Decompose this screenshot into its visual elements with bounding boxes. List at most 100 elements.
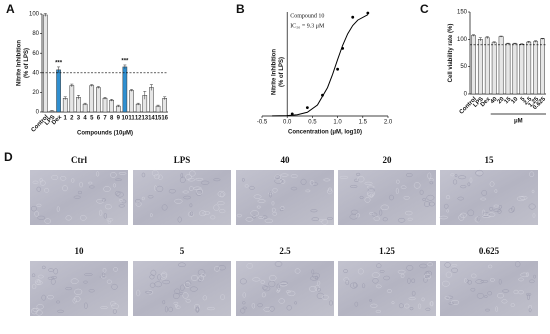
- cell: [84, 302, 88, 309]
- cell: [183, 195, 191, 200]
- cell: [34, 210, 39, 217]
- cell: [195, 177, 204, 181]
- cell: [411, 278, 416, 283]
- axis-title-line: (% of LPS): [23, 48, 29, 78]
- y-tick-label: 80: [32, 31, 39, 37]
- x-tick-label: 7: [103, 116, 107, 122]
- cell: [32, 307, 39, 312]
- cell: [154, 281, 163, 288]
- cell: [118, 198, 123, 202]
- cell: [251, 302, 256, 309]
- cell: [477, 216, 481, 222]
- axis-title-line: Nitrite Inhibition: [271, 49, 277, 95]
- panel-label: B: [236, 2, 245, 16]
- micrograph: [440, 170, 538, 225]
- cell: [103, 186, 111, 192]
- cell: [134, 199, 142, 203]
- cell: [321, 219, 329, 225]
- cell: [451, 299, 460, 305]
- cell: [300, 178, 307, 186]
- error-bar: [541, 37, 545, 40]
- cell: [475, 169, 484, 177]
- cell: [150, 269, 157, 276]
- bar: [129, 90, 134, 113]
- bar: [149, 87, 154, 113]
- cell: [350, 209, 359, 215]
- cell: [60, 175, 67, 181]
- cell: [367, 192, 375, 198]
- x-tick-label: 1.5: [359, 120, 368, 126]
- cell: [213, 178, 221, 182]
- cell: [194, 303, 200, 310]
- y-tick-label: 50: [460, 64, 467, 70]
- error-bar: [116, 104, 120, 108]
- error-bar: [57, 66, 61, 73]
- cell: [268, 191, 273, 195]
- cell: [39, 180, 46, 186]
- cell: [162, 300, 166, 305]
- cell: [396, 179, 400, 184]
- error-bar: [76, 95, 80, 100]
- bar: [89, 85, 95, 113]
- panel-label: D: [4, 150, 13, 164]
- x-axis-title: Concentration (μM, log10): [288, 130, 362, 136]
- cell: [256, 205, 261, 209]
- cell: [469, 177, 473, 183]
- x-tick-label: 6: [97, 116, 101, 122]
- cell: [376, 263, 382, 269]
- x-tick-label: 0.0: [283, 120, 292, 126]
- bar: [512, 43, 518, 95]
- cell: [37, 215, 46, 220]
- cell: [443, 203, 449, 209]
- data-point: [321, 93, 324, 97]
- fit-curve: [272, 14, 369, 117]
- cell: [425, 307, 431, 311]
- x-tick-label: 40: [490, 96, 499, 105]
- cell: [350, 184, 358, 189]
- cell: [196, 188, 204, 195]
- micrograph: [236, 261, 334, 316]
- cell: [364, 181, 373, 185]
- data-point: [290, 112, 294, 116]
- cell: [526, 292, 532, 296]
- cell: [48, 268, 54, 272]
- cell: [446, 209, 450, 213]
- cell: [41, 265, 46, 270]
- cell: [79, 181, 83, 188]
- cell: [79, 214, 87, 221]
- micrograph: [236, 170, 334, 225]
- cell: [173, 301, 179, 305]
- cell: [480, 197, 487, 201]
- cell: [180, 172, 184, 179]
- cell: [62, 185, 68, 192]
- cell: [487, 291, 493, 296]
- cell: [511, 206, 515, 213]
- cell: [383, 275, 390, 281]
- cell: [242, 177, 245, 182]
- axis-title-line: (% of LPS): [279, 57, 285, 87]
- cell: [195, 306, 200, 313]
- cell: [494, 189, 498, 193]
- micrograph-label: Ctrl: [71, 155, 87, 165]
- cell: [391, 301, 395, 305]
- cell: [74, 288, 83, 295]
- cell: [357, 175, 365, 183]
- cell: [37, 279, 40, 284]
- cell: [476, 293, 485, 299]
- axis-title: Nitrite Inhibition (% of LPS): [16, 40, 30, 86]
- cell: [529, 171, 535, 178]
- cell: [379, 269, 385, 273]
- cell: [149, 274, 155, 280]
- cell: [502, 289, 510, 293]
- cell: [427, 262, 433, 267]
- error-bar: [50, 110, 54, 112]
- cell: [367, 190, 375, 197]
- cell: [118, 172, 127, 175]
- cell: [519, 195, 528, 200]
- bar: [505, 43, 511, 95]
- bar: [484, 37, 490, 95]
- bar: [519, 44, 525, 95]
- cell: [409, 307, 414, 311]
- bar: [162, 98, 167, 113]
